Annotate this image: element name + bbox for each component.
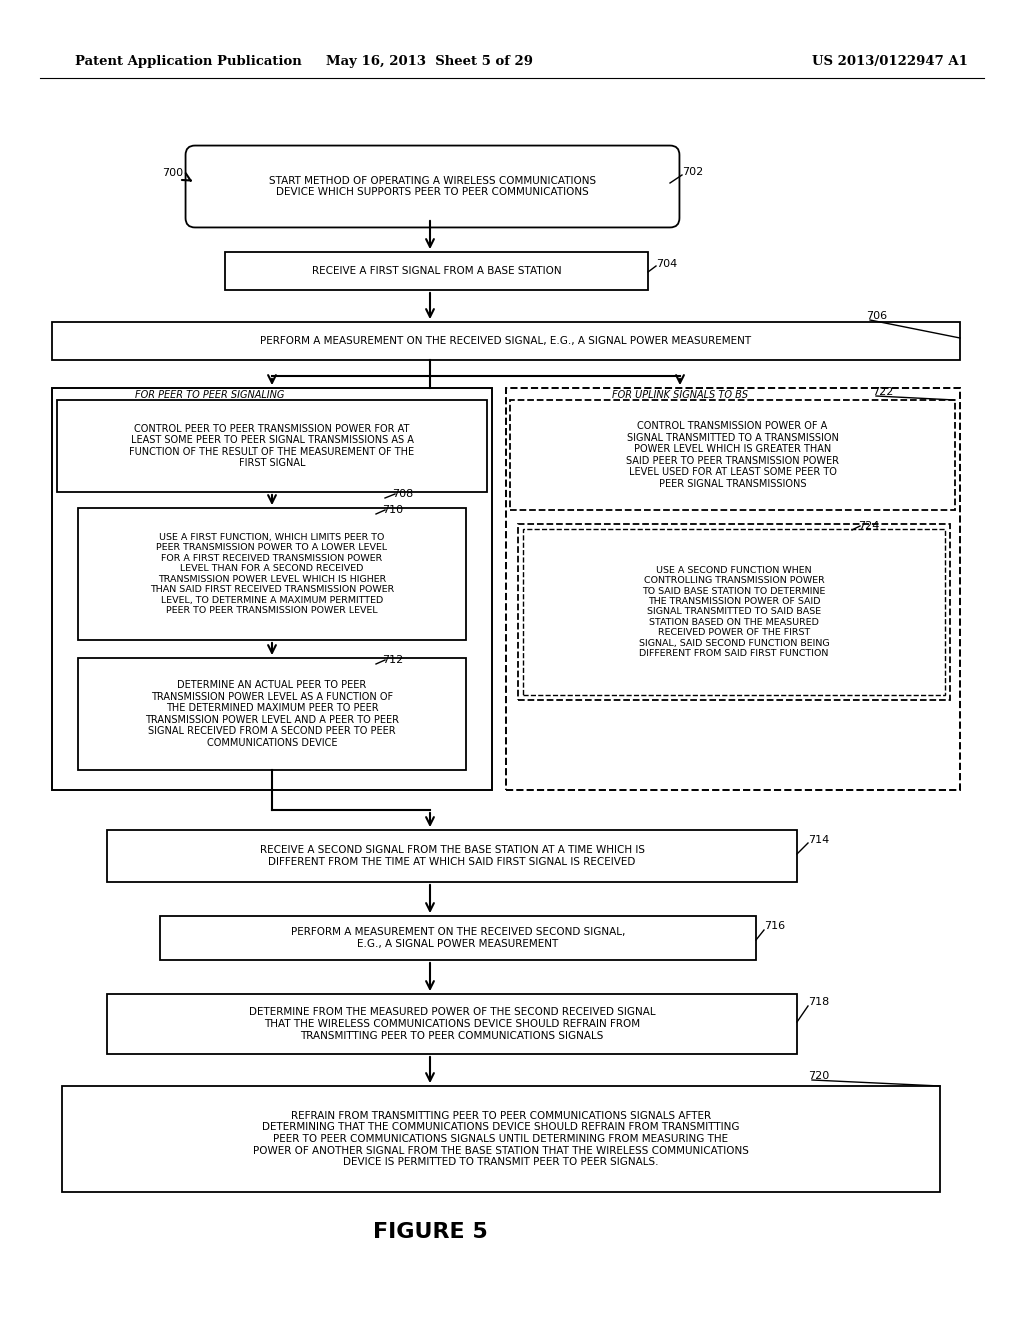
Text: RECEIVE A FIRST SIGNAL FROM A BASE STATION: RECEIVE A FIRST SIGNAL FROM A BASE STATI… [311,267,561,276]
Text: 718: 718 [808,997,829,1007]
Text: US 2013/0122947 A1: US 2013/0122947 A1 [812,55,968,69]
Text: PERFORM A MEASUREMENT ON THE RECEIVED SECOND SIGNAL,
E.G., A SIGNAL POWER MEASUR: PERFORM A MEASUREMENT ON THE RECEIVED SE… [291,927,626,949]
Bar [510,400,955,510]
Text: FOR PEER TO PEER SIGNALING: FOR PEER TO PEER SIGNALING [135,389,285,400]
Text: FOR UPLINK SIGNALS TO BS: FOR UPLINK SIGNALS TO BS [612,389,749,400]
Bar [160,916,756,960]
Text: 702: 702 [682,168,703,177]
Bar [506,388,961,789]
Bar [57,400,487,492]
Text: 706: 706 [866,312,887,321]
Text: CONTROL PEER TO PEER TRANSMISSION POWER FOR AT
LEAST SOME PEER TO PEER SIGNAL TR: CONTROL PEER TO PEER TRANSMISSION POWER … [129,424,415,469]
Bar [52,322,961,360]
FancyBboxPatch shape [185,145,680,227]
Text: USE A SECOND FUNCTION WHEN
CONTROLLING TRANSMISSION POWER
TO SAID BASE STATION T: USE A SECOND FUNCTION WHEN CONTROLLING T… [639,566,829,659]
Text: DETERMINE AN ACTUAL PEER TO PEER
TRANSMISSION POWER LEVEL AS A FUNCTION OF
THE D: DETERMINE AN ACTUAL PEER TO PEER TRANSMI… [145,680,399,748]
Bar [523,529,945,696]
Text: DETERMINE FROM THE MEASURED POWER OF THE SECOND RECEIVED SIGNAL
THAT THE WIRELES: DETERMINE FROM THE MEASURED POWER OF THE… [249,1007,655,1040]
Text: 704: 704 [656,259,677,269]
Bar [518,524,950,700]
Text: USE A FIRST FUNCTION, WHICH LIMITS PEER TO
PEER TRANSMISSION POWER TO A LOWER LE: USE A FIRST FUNCTION, WHICH LIMITS PEER … [150,533,394,615]
Text: 710: 710 [382,506,403,515]
Text: 722: 722 [872,387,893,397]
Bar [52,388,492,789]
Text: 724: 724 [858,521,880,531]
Text: RECEIVE A SECOND SIGNAL FROM THE BASE STATION AT A TIME WHICH IS
DIFFERENT FROM : RECEIVE A SECOND SIGNAL FROM THE BASE ST… [259,845,644,867]
Text: REFRAIN FROM TRANSMITTING PEER TO PEER COMMUNICATIONS SIGNALS AFTER
DETERMINING : REFRAIN FROM TRANSMITTING PEER TO PEER C… [253,1111,749,1167]
Text: Patent Application Publication: Patent Application Publication [75,55,302,69]
Bar [62,1086,940,1192]
Bar [78,657,466,770]
Text: 708: 708 [392,488,414,499]
Text: PERFORM A MEASUREMENT ON THE RECEIVED SIGNAL, E.G., A SIGNAL POWER MEASUREMENT: PERFORM A MEASUREMENT ON THE RECEIVED SI… [260,337,752,346]
Bar [225,252,648,290]
Text: START METHOD OF OPERATING A WIRELESS COMMUNICATIONS
DEVICE WHICH SUPPORTS PEER T: START METHOD OF OPERATING A WIRELESS COM… [269,176,596,197]
Bar [78,508,466,640]
Text: May 16, 2013  Sheet 5 of 29: May 16, 2013 Sheet 5 of 29 [327,55,534,69]
Text: 712: 712 [382,655,403,665]
Text: 700: 700 [162,168,183,178]
Bar [106,994,797,1053]
Text: FIGURE 5: FIGURE 5 [373,1222,487,1242]
Text: 714: 714 [808,836,829,845]
Text: 720: 720 [808,1071,829,1081]
Bar [106,830,797,882]
Text: 716: 716 [764,921,785,931]
Text: CONTROL TRANSMISSION POWER OF A
SIGNAL TRANSMITTED TO A TRANSMISSION
POWER LEVEL: CONTROL TRANSMISSION POWER OF A SIGNAL T… [626,421,839,488]
